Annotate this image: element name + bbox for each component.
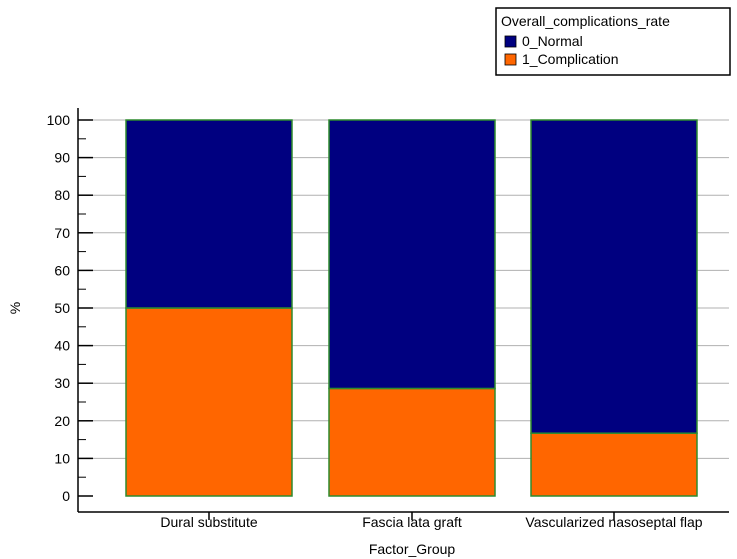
axes: 0 10 20 30 40 50 60 70 80 90 100 Dural substitute Fa…	[47, 108, 729, 530]
y-tick-label-30: 30	[54, 375, 70, 391]
legend-label-0-normal: 0_Normal	[522, 33, 583, 49]
x-tick-label-1: Dural substitute	[160, 514, 257, 530]
legend-items: 0_Normal 1_Complication	[504, 33, 619, 67]
bar-0-normal-1	[125, 119, 293, 309]
y-tick-label-90: 90	[54, 150, 70, 166]
y-tick-label-70: 70	[54, 225, 70, 241]
y-tick-label-100: 100	[47, 112, 71, 128]
bar-0-normal-3	[530, 119, 698, 434]
y-tick-label-20: 20	[54, 413, 70, 429]
y-tick-label-60: 60	[54, 262, 70, 278]
x-tick-label-3: Vascularized nasoseptal flap	[525, 514, 702, 530]
y-tick-label-10: 10	[54, 450, 70, 466]
x-tick-label-2: Fascia lata graft	[362, 514, 462, 530]
y-tick-label-40: 40	[54, 338, 70, 354]
bar-1-complication-1	[125, 307, 293, 497]
bar-0-normal-2	[328, 119, 496, 390]
legend-swatch-1-complication	[504, 53, 517, 66]
y-axis-title: %	[7, 302, 23, 314]
legend: Overall_complications_rate 0_Normal 1_Com…	[495, 7, 731, 76]
x-axis-title: Factor_Group	[369, 541, 456, 557]
bars	[125, 119, 698, 497]
legend-box	[495, 7, 731, 76]
bar-1-complication-2	[328, 387, 496, 497]
legend-swatch-0-normal	[504, 35, 517, 48]
bar-1-complication-3	[530, 432, 698, 497]
legend-label-1-complication: 1_Complication	[522, 51, 619, 67]
y-tick-label-50: 50	[54, 300, 70, 316]
y-tick-label-0: 0	[62, 488, 70, 504]
legend-title: Overall_complications_rate	[501, 13, 670, 29]
y-tick-label-80: 80	[54, 187, 70, 203]
